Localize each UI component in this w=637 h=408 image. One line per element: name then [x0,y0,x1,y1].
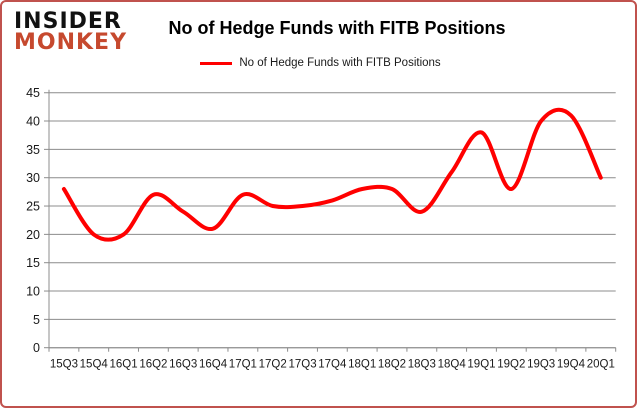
logo-line-insider: INSIDER [14,9,122,34]
x-tick-label: 19Q4 [557,359,586,371]
x-tick-label: 18Q3 [408,359,436,371]
series-line-hedge-funds [61,107,603,242]
y-tick-label: 20 [26,228,40,242]
x-tick-label: 19Q3 [527,359,555,371]
legend-label: No of Hedge Funds with FITB Positions [239,57,441,69]
y-tick-label: 15 [26,256,40,270]
x-tick-label: 17Q4 [318,359,347,371]
y-tick-label: 40 [26,115,40,129]
logo-line-monkey: MONKEY [14,30,128,55]
x-tick-label: 17Q3 [288,359,316,371]
x-tick-label: 16Q2 [139,359,167,371]
x-tick-label: 20Q1 [587,359,615,371]
y-tick-label: 45 [26,86,40,100]
chart-legend: No of Hedge Funds with FITB Positions [2,55,635,71]
x-tick-label: 15Q4 [80,359,109,371]
x-tick-label: 18Q1 [348,359,376,371]
x-tick-label: 16Q1 [109,359,137,371]
chart-title: No of Hedge Funds with FITB Positions [168,18,506,38]
y-tick-label: 10 [26,285,40,299]
x-tick-label: 17Q1 [229,359,257,371]
y-tick-label: 5 [33,313,40,327]
x-tick-label: 19Q2 [497,359,525,371]
x-tick-label: 19Q1 [467,359,495,371]
x-tick-label: 17Q2 [259,359,287,371]
y-tick-label: 0 [33,341,40,355]
x-tick-label: 18Q2 [378,359,406,371]
insider-monkey-logo: INSIDER MONKEY [14,9,128,55]
legend-line-swatch [200,61,233,65]
y-tick-label: 30 [26,171,40,185]
x-tick-label: 16Q3 [169,359,197,371]
y-tick-label: 35 [26,143,40,157]
x-tick-label: 15Q3 [50,359,78,371]
y-tick-label: 25 [26,200,40,214]
x-tick-label: 16Q4 [199,359,228,371]
x-tick-label: 18Q4 [438,359,467,371]
